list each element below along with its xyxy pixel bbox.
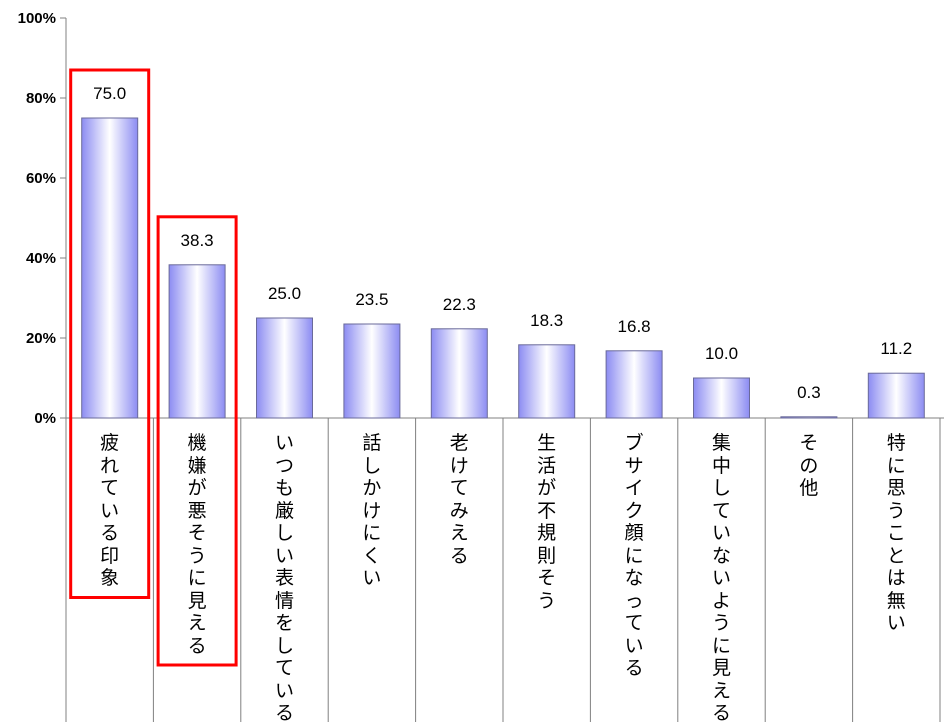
- y-axis-ticks: 0% 20% 40% 60% 80% 100%: [18, 10, 66, 427]
- category-label: 老けてみえる: [449, 432, 469, 567]
- bar: [81, 117, 139, 419]
- bar: [693, 377, 750, 419]
- category-label: 集中していないように見える: [711, 432, 731, 724]
- data-label: 18.3: [530, 311, 563, 330]
- bar: [343, 323, 401, 419]
- highlight-box: [69, 68, 151, 599]
- y-tick-label: 40%: [26, 250, 56, 267]
- y-tick-label: 0%: [34, 410, 56, 427]
- category-label: 話しかけにくい: [362, 432, 382, 589]
- category-label: 疲れている印象: [100, 432, 120, 589]
- category-label: 特に思うことは無い: [886, 432, 906, 634]
- bar: [867, 372, 925, 419]
- data-label: 75.0: [93, 84, 126, 103]
- bar: [430, 328, 488, 419]
- category-label: 生活が不規則そう: [537, 432, 557, 612]
- data-label: 16.8: [618, 317, 651, 336]
- data-labels: 75.0 38.3 25.0 23.5 22.3 18.3 16.8 10.0 0.3 11.2: [93, 84, 912, 402]
- category-label: その他: [799, 432, 819, 499]
- data-label: 38.3: [181, 231, 214, 250]
- category-label: 機嫌が悪そうに見える: [187, 432, 207, 657]
- data-label: 0.3: [797, 383, 821, 402]
- data-label: 25.0: [268, 284, 301, 303]
- bar: [518, 344, 576, 419]
- bars: [81, 117, 925, 419]
- category-label: ブサイク顔になっている: [624, 432, 644, 679]
- data-label: 11.2: [880, 339, 912, 358]
- bar: [168, 264, 226, 419]
- data-label: 22.3: [443, 295, 476, 314]
- highlight-boxes: [69, 68, 238, 667]
- y-tick-label: 100%: [18, 10, 56, 27]
- bar: [780, 416, 838, 419]
- y-tick-label: 80%: [26, 90, 56, 107]
- y-tick-label: 20%: [26, 330, 56, 347]
- bar: [256, 317, 313, 419]
- y-tick-label: 60%: [26, 170, 56, 187]
- highlight-box: [156, 215, 238, 667]
- category-label: いつも厳しい表情をしている: [274, 432, 294, 724]
- data-label: 23.5: [355, 290, 388, 309]
- data-label: 10.0: [705, 344, 738, 363]
- bar: [605, 350, 663, 419]
